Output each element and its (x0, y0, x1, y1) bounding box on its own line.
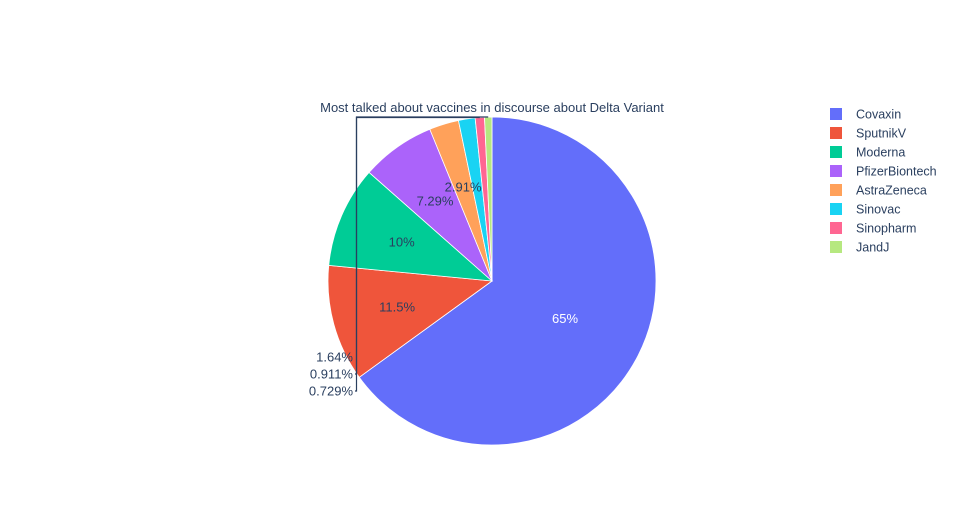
pie-slices (327, 116, 657, 446)
chart-title: Most talked about vaccines in discourse … (320, 100, 664, 115)
pie-slice-covaxin[interactable] (358, 116, 657, 446)
legend-item-sputnikv[interactable]: SputnikV (830, 127, 907, 141)
legend-swatch (830, 108, 842, 120)
legend-label: JandJ (856, 241, 889, 255)
legend-item-sinovac[interactable]: Sinovac (830, 203, 900, 217)
legend-label: Covaxin (856, 108, 901, 122)
legend-swatch (830, 184, 842, 196)
legend-item-astrazeneca[interactable]: AstraZeneca (830, 184, 927, 198)
legend-swatch (830, 165, 842, 177)
slice-label-pfizerbiontech: 7.29% (417, 193, 454, 208)
slice-label-jandj: 0.729% (309, 384, 354, 399)
slice-label-covaxin: 65% (552, 311, 578, 326)
legend-item-jandj[interactable]: JandJ (830, 241, 889, 255)
slice-label-moderna: 10% (389, 234, 415, 249)
slice-label-sinovac: 1.64% (316, 350, 353, 365)
legend-label: Sinopharm (856, 222, 916, 236)
legend-label: SputnikV (856, 127, 907, 141)
pie-slice-moderna[interactable] (328, 171, 494, 282)
legend-swatch (830, 241, 842, 253)
legend-label: Moderna (856, 146, 905, 160)
legend-label: AstraZeneca (856, 184, 927, 198)
pie-slice-sputnikv[interactable] (327, 264, 494, 378)
legend-item-moderna[interactable]: Moderna (830, 146, 905, 160)
slice-label-astrazeneca: 2.91% (445, 179, 482, 194)
legend-item-sinopharm[interactable]: Sinopharm (830, 222, 916, 236)
slice-labels: 65% 11.5% 10% 7.29%2.91% 1.64% 0.911% 0.729% (309, 116, 578, 399)
legend-swatch (830, 203, 842, 215)
legend-label: PfizerBiontech (856, 165, 937, 179)
legend-swatch (830, 146, 842, 158)
legend[interactable]: Covaxin SputnikV Moderna PfizerBiontech Astr… (830, 108, 937, 255)
legend-swatch (830, 222, 842, 234)
label-connector (355, 116, 489, 392)
legend-item-covaxin[interactable]: Covaxin (830, 108, 901, 122)
slice-label-sinopharm: 0.911% (310, 367, 354, 382)
legend-swatch (830, 127, 842, 139)
slice-label-sputnikv: 11.5% (379, 299, 415, 314)
legend-item-pfizerbiontech[interactable]: PfizerBiontech (830, 165, 937, 179)
legend-label: Sinovac (856, 203, 900, 217)
